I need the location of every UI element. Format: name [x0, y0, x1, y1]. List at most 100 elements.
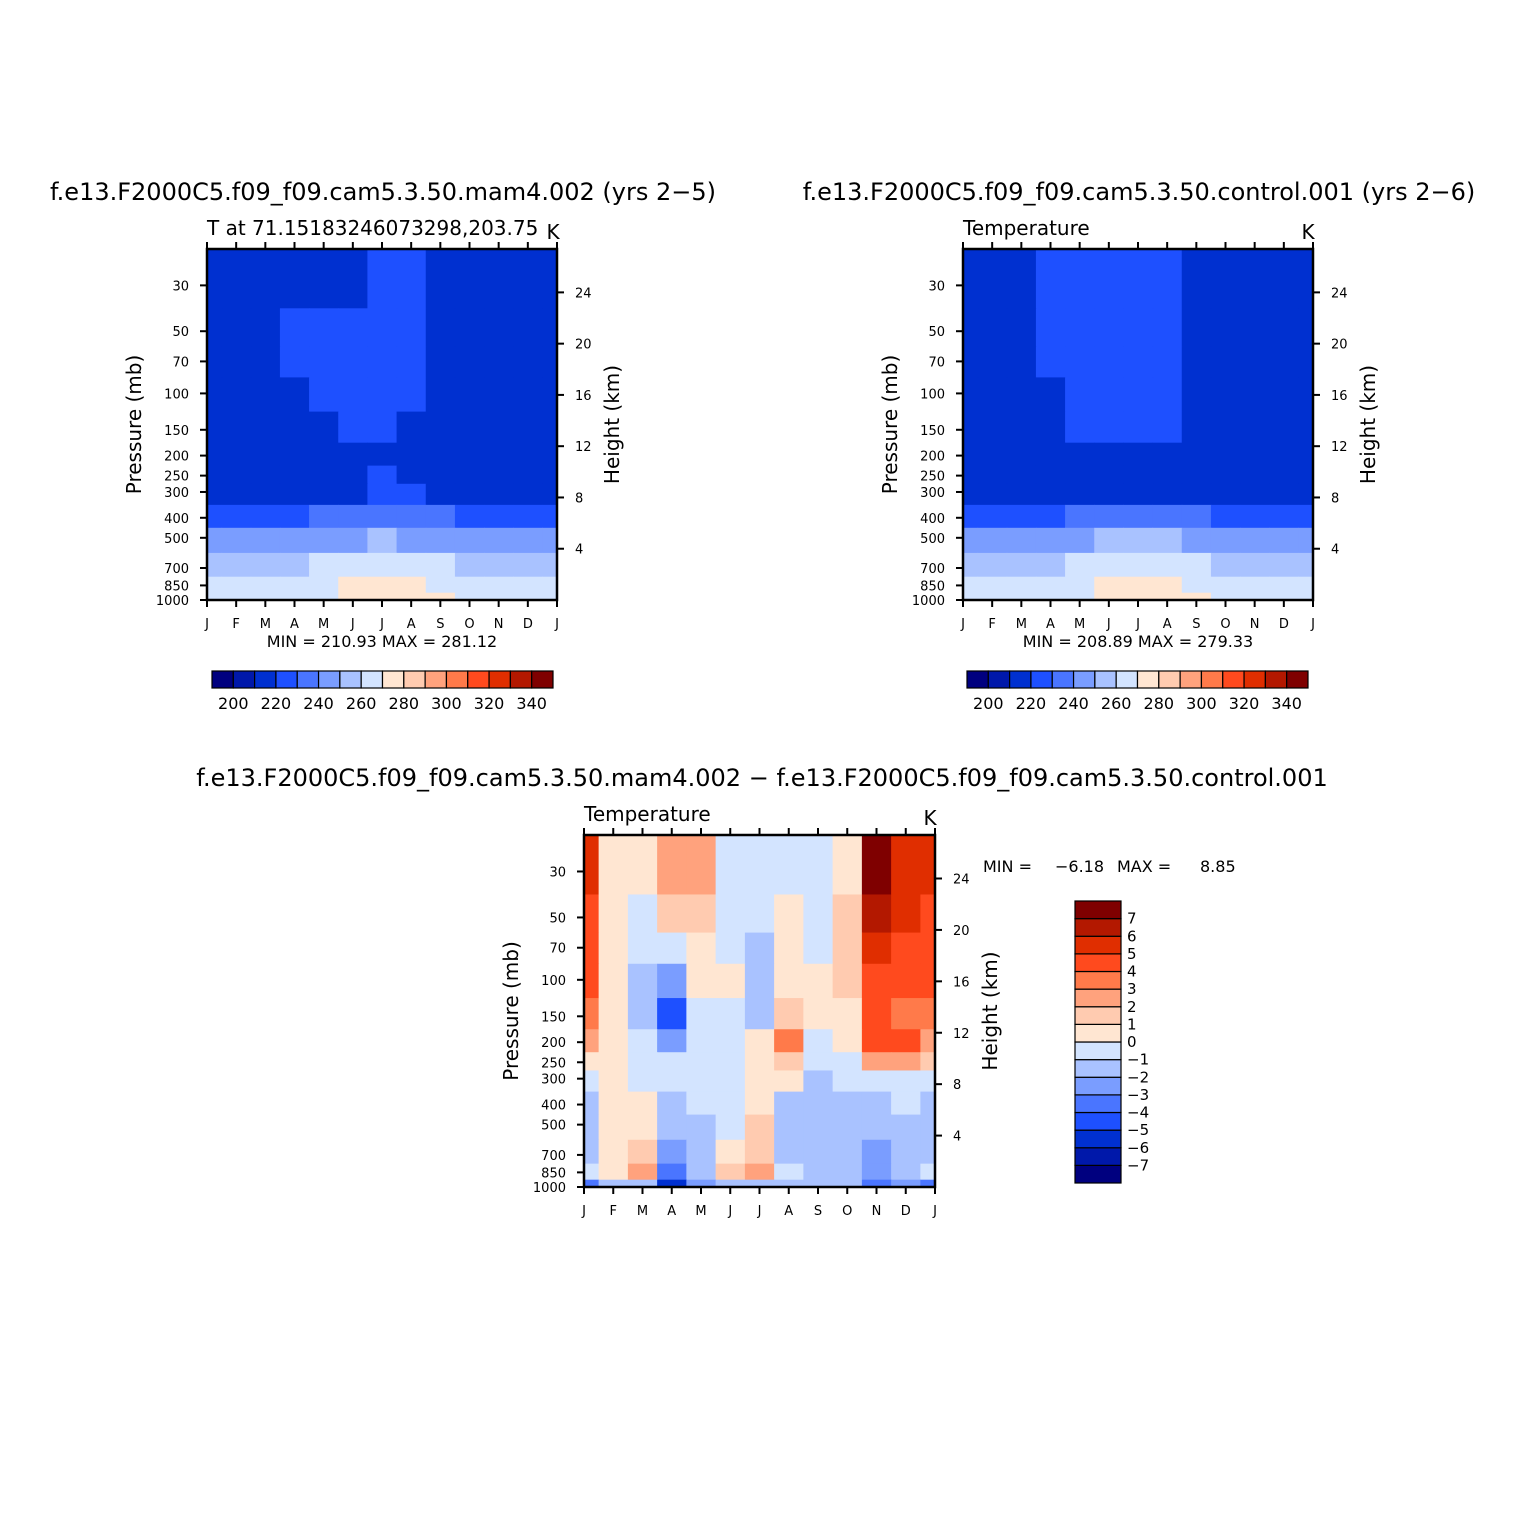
heatmap-cell	[279, 377, 310, 413]
heatmap-cell	[309, 442, 339, 467]
y-tick-label: 150	[164, 424, 189, 439]
heatmap-cell	[832, 1114, 863, 1141]
heatmap-cell	[1298, 552, 1314, 578]
heatmap-cell	[396, 411, 427, 444]
heatmap-cell	[1123, 411, 1154, 444]
heatmap-cell	[542, 249, 558, 309]
heatmap-cell	[1269, 411, 1299, 444]
y2-tick-label: 4	[953, 1130, 961, 1145]
heatmap-cell	[657, 932, 687, 965]
x-tick-label: J	[1135, 617, 1140, 632]
x-tick-label: F	[232, 617, 239, 632]
y2-axis-label: Height (km)	[600, 365, 624, 484]
y-tick-label: 300	[541, 1073, 566, 1088]
x-tick-label: M	[1074, 617, 1085, 632]
x-tick-label: J	[554, 617, 559, 632]
x-tick-label: J	[757, 1204, 762, 1219]
heatmap-cell	[279, 465, 310, 485]
panel-subtitle: T at 71.15183246073298,203.75	[206, 216, 538, 240]
heatmap-cell	[454, 504, 485, 529]
colorbar-swatch	[1009, 670, 1032, 689]
x-tick-label: O	[842, 1204, 852, 1219]
heatmap-cell	[598, 1179, 629, 1188]
y2-tick-label: 8	[953, 1078, 961, 1093]
y2-axis-label: Height (km)	[1356, 365, 1380, 484]
y2-axis-label: Height (km)	[978, 951, 1002, 1070]
heatmap-cell	[686, 998, 717, 1030]
colorbar-label: 340	[516, 694, 547, 713]
heatmap-cell	[598, 1091, 629, 1116]
colorbar-swatch	[488, 670, 511, 689]
x-tick-label: J	[727, 1204, 732, 1219]
heatmap-cell	[1240, 592, 1270, 601]
heatmap-cell	[891, 1091, 921, 1116]
y-tick-label: 400	[920, 512, 945, 527]
heatmap-cell	[484, 442, 514, 467]
heatmap-cell	[715, 1091, 746, 1116]
heatmap-cell	[861, 1163, 892, 1181]
y-tick-label: 30	[928, 279, 945, 294]
heatmap-cell	[774, 1091, 804, 1116]
heatmap-cell	[396, 465, 427, 485]
heatmap-cell	[542, 411, 558, 444]
heatmap-cell	[832, 894, 863, 934]
y-tick-label: 50	[928, 325, 945, 340]
colorbar-swatch	[445, 670, 469, 689]
heatmap-cell	[207, 504, 223, 529]
heatmap-cell	[207, 527, 223, 554]
heatmap-cell	[367, 592, 398, 601]
heatmap-cell	[1152, 465, 1183, 485]
heatmap-cell	[627, 1139, 658, 1165]
heatmap-cell	[861, 1070, 892, 1093]
heatmap-cell	[1152, 576, 1183, 594]
heatmap-cell	[1006, 411, 1037, 444]
heatmap-cell	[584, 998, 600, 1030]
colorbar-label: 4	[1127, 963, 1137, 981]
heatmap-cell	[1035, 249, 1066, 309]
heatmap-cell	[920, 1179, 936, 1188]
heatmap-cell	[484, 346, 514, 378]
heatmap-cell	[1152, 592, 1183, 601]
y-axis-label: Pressure (mb)	[878, 355, 902, 495]
heatmap-cell	[715, 1070, 746, 1093]
heatmap-cell	[715, 894, 746, 934]
heatmap-cell	[584, 1114, 600, 1141]
colorbar-label: 240	[1058, 694, 1089, 713]
heatmap-cell	[221, 377, 252, 413]
colorbar-swatch	[232, 670, 256, 689]
heatmap-cell	[744, 1091, 775, 1116]
heatmap-cell	[1152, 552, 1183, 578]
x-tick-label: J	[379, 617, 384, 632]
heatmap-cell	[963, 249, 979, 309]
x-tick-label: D	[523, 617, 533, 632]
colorbar-label: 320	[1229, 694, 1260, 713]
heatmap-cell	[207, 483, 223, 506]
x-tick-label: O	[1220, 617, 1230, 632]
heatmap-cell	[1065, 411, 1095, 444]
x-tick-label: M	[1016, 617, 1027, 632]
x-tick-label: F	[988, 617, 995, 632]
heatmap-cell	[715, 932, 746, 965]
x-tick-label: J	[204, 617, 209, 632]
heatmap-cell	[454, 592, 485, 601]
y2-tick-label: 24	[575, 286, 592, 301]
heatmap-cell	[1210, 377, 1241, 413]
colorbar: 200 220 240 260 280 300 320 340	[211, 670, 554, 713]
heatmap-cell	[861, 1114, 892, 1141]
heatmap-cell	[1006, 346, 1037, 378]
heatmap-cell	[1240, 411, 1270, 444]
heatmap-cell	[396, 377, 427, 413]
heatmap-cell	[891, 1052, 921, 1071]
heatmap-cell	[1123, 377, 1154, 413]
heatmap-cell	[1094, 552, 1124, 578]
x-tick-label: A	[784, 1204, 793, 1219]
heatmap-cell	[1269, 552, 1299, 578]
heatmap-cell	[891, 1163, 921, 1181]
heatmap-cell	[454, 527, 485, 554]
heatmap-cell	[425, 504, 456, 529]
heatmap-cell	[513, 465, 543, 485]
panel-p3: f.e13.F2000C5.f09_f09.cam5.3.50.mam4.002…	[196, 764, 1327, 1219]
heatmap-cell	[686, 1139, 717, 1165]
